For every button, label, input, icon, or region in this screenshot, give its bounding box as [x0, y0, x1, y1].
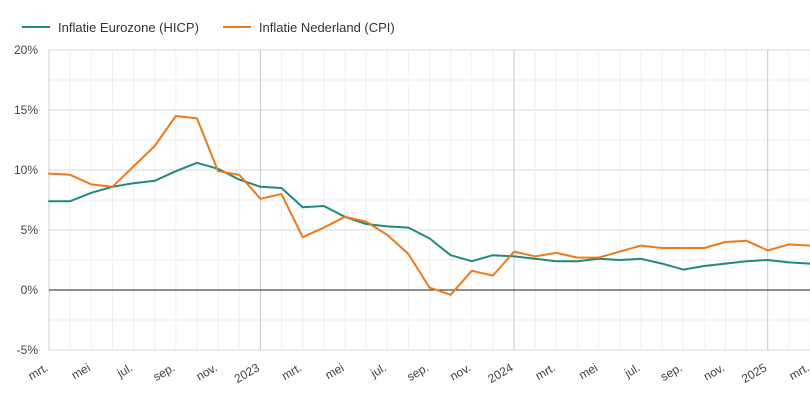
x-tick-label: mei: [576, 360, 600, 382]
x-tick-label: mrt.: [787, 360, 810, 382]
x-tick-label: nov.: [701, 360, 727, 383]
x-tick-label: sep.: [151, 360, 178, 383]
x-tick-label: 2024: [485, 360, 515, 386]
legend-item-eurozone[interactable]: Inflatie Eurozone (HICP): [22, 20, 199, 35]
y-tick-label: 0%: [21, 283, 39, 297]
x-tick-label: nov.: [194, 360, 220, 383]
x-tick-label: sep.: [658, 360, 685, 383]
y-tick-label: 15%: [14, 103, 38, 117]
y-tick-label: 5%: [21, 223, 39, 237]
legend-item-nederland[interactable]: Inflatie Nederland (CPI): [222, 19, 395, 35]
x-tick-label: mrt.: [26, 360, 51, 382]
y-tick-label: -5%: [17, 343, 39, 357]
x-tick-label: 2025: [739, 360, 769, 386]
x-tick-label: mei: [323, 360, 347, 382]
chart-legend: Inflatie Eurozone (HICP) Inflatie Nederl…: [22, 17, 395, 37]
legend-label-eurozone: Inflatie Eurozone (HICP): [58, 19, 199, 35]
x-tick-label: mrt.: [533, 360, 558, 382]
x-tick-label: sep.: [404, 360, 431, 383]
y-tick-label: 10%: [14, 163, 38, 177]
x-tick-label: jul.: [114, 360, 135, 380]
x-tick-label: nov.: [447, 360, 473, 383]
y-tick-label: 20%: [14, 43, 38, 57]
legend-label-nederland: Inflatie Nederland (CPI): [258, 19, 395, 35]
series-line-nederland: [48, 115, 810, 296]
x-tick-label: mei: [69, 360, 93, 382]
legend-swatch-nederland: [222, 26, 251, 28]
x-tick-label: 2023: [232, 360, 262, 386]
x-tick-label: jul.: [621, 360, 642, 380]
legend-swatch-eurozone: [22, 26, 50, 28]
x-tick-label: jul.: [368, 360, 389, 380]
x-tick-label: mrt.: [279, 360, 304, 382]
series-line-eurozone: [48, 161, 810, 271]
